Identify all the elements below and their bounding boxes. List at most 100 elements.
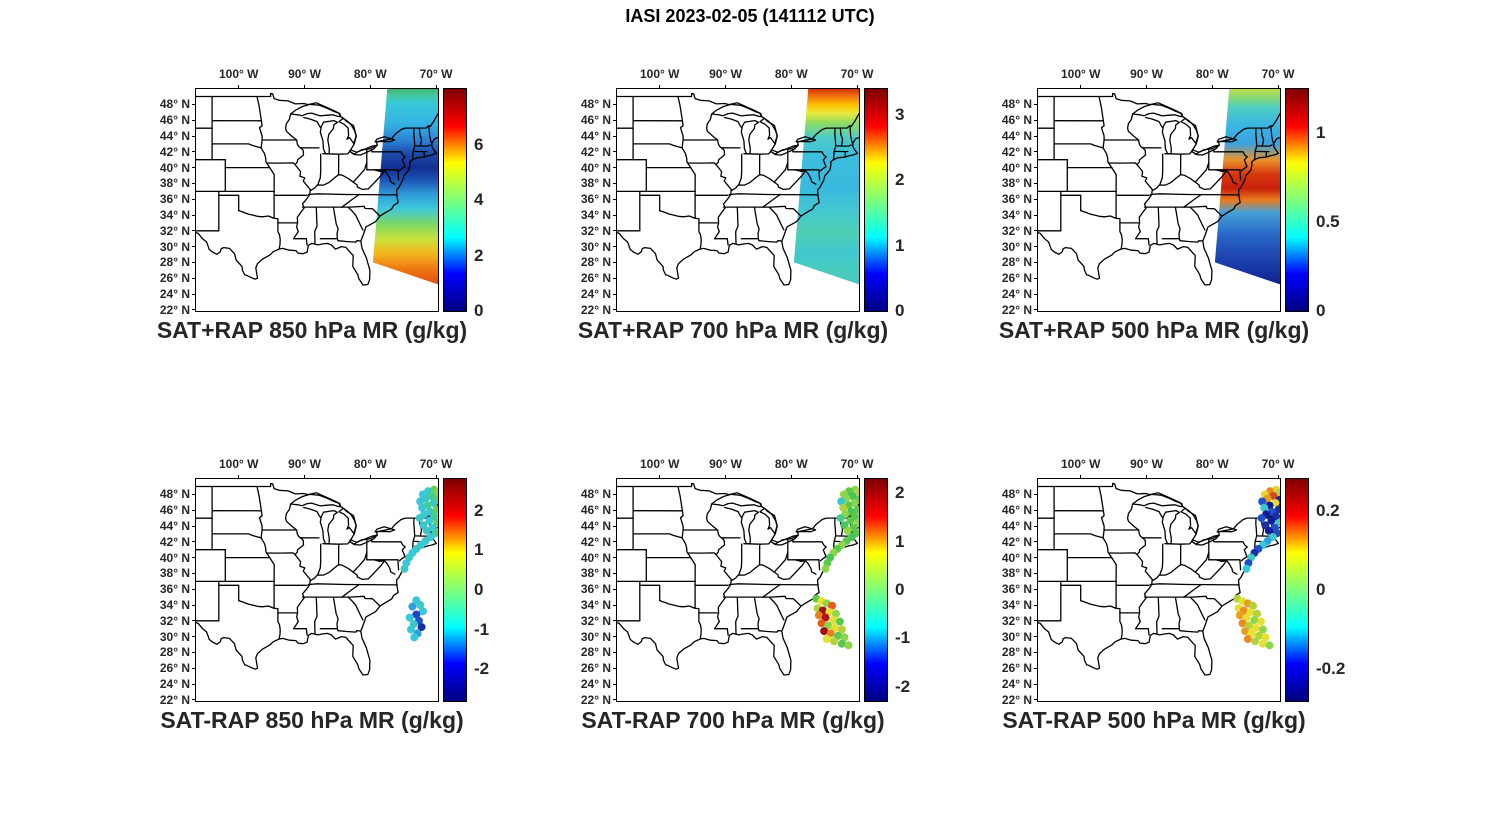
lon-tick-mark (1146, 85, 1147, 89)
lat-tick-mark (1034, 541, 1038, 543)
lat-tick-mark (613, 293, 617, 295)
lat-tick-label: 34° N (159, 208, 190, 222)
lat-tick-mark (192, 309, 196, 311)
observation-dot (822, 635, 831, 643)
lat-tick-mark (192, 588, 196, 590)
observation-dot (829, 616, 838, 624)
observation-dot (405, 613, 414, 622)
lat-tick-mark (1034, 620, 1038, 622)
lat-tick-mark (1034, 119, 1038, 121)
lat-tick-label: 46° N (1001, 113, 1032, 128)
colorbar-tick-label: 0 (1316, 580, 1326, 599)
lon-tick-label: 90° W (1130, 457, 1163, 471)
lat-tick-label: 40° N (159, 550, 190, 565)
lat-tick-mark (613, 683, 617, 685)
lat-tick-mark (1034, 525, 1038, 527)
lon-tick-label: 80° W (353, 67, 387, 81)
lat-tick-mark (192, 293, 196, 295)
observation-dot (1251, 637, 1259, 646)
colorbar-tick-label: 2 (895, 483, 905, 503)
lat-tick-mark (613, 620, 617, 622)
observation-dot (1265, 641, 1274, 650)
lat-tick-label: 48° N (580, 97, 611, 112)
panel-title-sat-minus-rap-850: SAT-RAP 850 hPa MR (g/kg) (160, 707, 464, 733)
lat-tick-mark (613, 230, 617, 232)
lat-tick-label: 32° N (580, 223, 611, 238)
lat-tick-mark (192, 230, 196, 232)
lat-tick-mark (192, 198, 196, 200)
colorbar-tick-label: -0.2 (1316, 659, 1346, 679)
lat-tick-mark (613, 493, 617, 495)
lat-tick-mark (613, 699, 617, 701)
lat-tick-label: 44° N (580, 129, 611, 143)
lat-tick-label: 46° N (580, 503, 611, 518)
lon-tick-label: 70° W (419, 457, 453, 471)
colorbar-tick-label: -2 (895, 676, 911, 696)
lat-tick-label: 42° N (159, 534, 190, 549)
lon-tick-label: 90° W (709, 457, 742, 471)
colorbar-sat-minus-rap-850 (443, 478, 467, 702)
lon-tick-label: 80° W (774, 67, 808, 81)
lon-tick-mark (1080, 85, 1082, 89)
observation-dot (834, 631, 842, 640)
observation-dot (422, 526, 431, 535)
colorbar-tick-label: 0 (474, 580, 484, 599)
lat-tick-label: 22° N (1001, 302, 1032, 317)
observation-dot (416, 497, 425, 506)
map-sat-minus-rap-700 (617, 482, 859, 676)
lon-tick-label: 80° W (353, 457, 387, 471)
lon-tick-mark (790, 85, 792, 89)
lat-tick-mark (613, 135, 617, 137)
lat-tick-label: 48° N (159, 487, 190, 502)
observation-dot (1247, 629, 1256, 638)
lat-tick-label: 26° N (1001, 271, 1032, 286)
lon-tick-label: 70° W (1261, 457, 1295, 471)
observation-dot (1250, 616, 1259, 624)
lat-tick-mark (1034, 198, 1038, 200)
lat-tick-label: 40° N (1001, 160, 1032, 175)
observation-dot (836, 514, 845, 523)
lat-tick-mark (613, 261, 617, 263)
lat-tick-mark (192, 167, 196, 169)
observation-dot (1261, 633, 1270, 642)
lon-tick-mark (238, 475, 240, 479)
lat-tick-mark (1034, 493, 1038, 495)
observation-dot (821, 564, 830, 573)
lon-tick-mark (1211, 475, 1213, 479)
lat-tick-label: 38° N (159, 566, 190, 581)
lat-tick-mark (613, 309, 617, 311)
lat-tick-mark (1034, 103, 1038, 105)
lat-tick-mark (613, 651, 617, 653)
lat-tick-mark (613, 604, 617, 606)
lat-tick-mark (1034, 230, 1038, 232)
panel-sat-plus-rap-700: SAT+RAP 700 hPa MR (g/kg) 100° W 90° W 80°… (578, 67, 905, 343)
lat-tick-mark (192, 604, 196, 606)
lon-tick-label: 70° W (1261, 67, 1295, 81)
lat-tick-mark (1034, 309, 1038, 311)
observation-dot (1256, 617, 1265, 626)
lon-tick-label: 100° W (639, 457, 680, 471)
observation-dot (1241, 627, 1250, 636)
observation-dot (425, 516, 434, 525)
lat-tick-label: 28° N (580, 255, 611, 270)
lat-tick-label: 34° N (159, 598, 190, 612)
lat-tick-label: 42° N (1001, 534, 1032, 549)
observation-dot (824, 621, 833, 630)
lat-tick-mark (613, 572, 617, 574)
colorbar-tick-label: 0 (474, 301, 484, 320)
colorbar-tick-label: 6 (474, 134, 484, 154)
lat-tick-mark (613, 277, 617, 279)
lat-tick-label: 46° N (159, 113, 190, 128)
lat-tick-label: 24° N (159, 677, 190, 691)
map-sat-plus-rap-700 (617, 89, 859, 286)
lat-tick-mark (613, 588, 617, 590)
lat-tick-label: 36° N (159, 192, 190, 207)
lat-tick-mark (192, 683, 196, 685)
lat-tick-label: 48° N (1001, 487, 1032, 502)
lon-tick-label: 90° W (1130, 67, 1163, 81)
lat-tick-mark (192, 182, 196, 184)
lat-tick-mark (613, 541, 617, 543)
lat-tick-mark (613, 167, 617, 169)
lon-tick-label: 70° W (840, 457, 874, 471)
colorbar-tick-label: -1 (895, 628, 911, 648)
